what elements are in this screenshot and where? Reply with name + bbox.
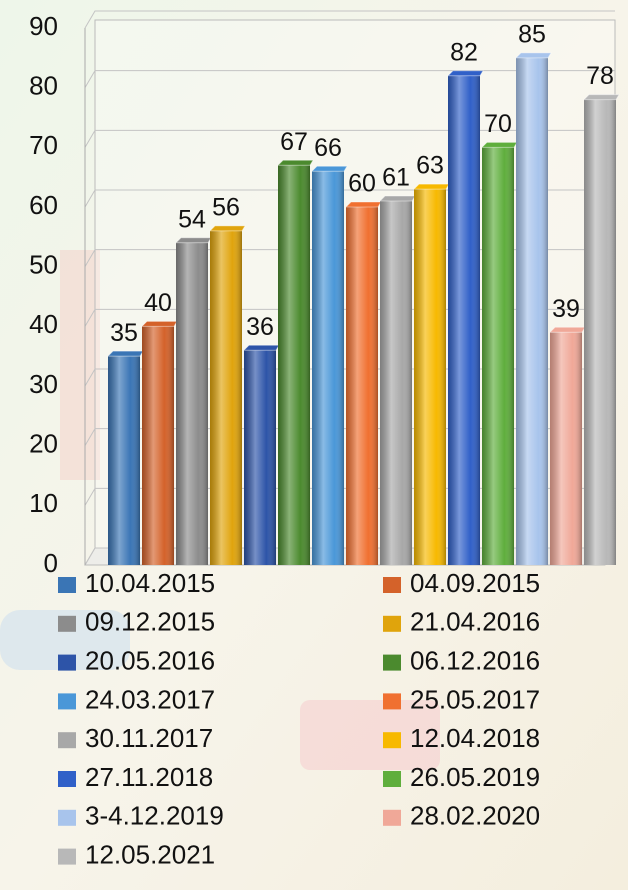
bar-top xyxy=(448,71,483,76)
legend-label: 28.02.2020 xyxy=(410,801,540,831)
legend-label: 04.09.2015 xyxy=(410,568,540,598)
legend-swatch xyxy=(58,771,76,787)
bar-shine xyxy=(346,207,378,565)
legend-swatch xyxy=(383,771,401,787)
legend-label: 30.11.2017 xyxy=(85,723,213,753)
legend-label: 20.05.2016 xyxy=(85,645,215,675)
y-tick-label: 90 xyxy=(29,11,58,41)
data-label: 60 xyxy=(348,170,376,198)
bar-shine xyxy=(516,58,548,565)
bar-top xyxy=(278,160,313,165)
bar-top xyxy=(108,351,143,356)
decoration xyxy=(60,250,100,480)
y-tick-label: 80 xyxy=(29,71,58,101)
legend-swatch xyxy=(58,810,76,826)
bar-top xyxy=(516,53,551,58)
legend-swatch xyxy=(58,732,76,748)
legend-swatch xyxy=(58,616,76,632)
bar-shine xyxy=(210,231,242,565)
y-tick-label: 20 xyxy=(29,429,58,459)
data-label: 56 xyxy=(212,193,240,221)
bar-shine xyxy=(244,350,276,565)
y-tick-label: 50 xyxy=(29,250,58,280)
data-label: 66 xyxy=(314,134,342,162)
legend-swatch xyxy=(383,655,401,671)
legend-swatch xyxy=(58,577,76,593)
legend-label: 12.05.2021 xyxy=(85,839,215,869)
legend-label: 25.05.2017 xyxy=(410,684,540,714)
data-label: 67 xyxy=(280,128,308,156)
data-label: 63 xyxy=(416,152,444,180)
bar-shine xyxy=(380,201,412,565)
bar-shine xyxy=(584,100,616,565)
legend-label: 26.05.2019 xyxy=(410,762,540,792)
legend-swatch xyxy=(383,577,401,593)
bar-top xyxy=(346,202,381,207)
data-label: 61 xyxy=(382,164,410,192)
bar-shine xyxy=(482,147,514,565)
data-label: 54 xyxy=(178,205,206,233)
legend-swatch xyxy=(383,732,401,748)
legend-swatch xyxy=(383,693,401,709)
legend-label: 21.04.2016 xyxy=(410,607,540,637)
bar-top xyxy=(414,184,449,189)
data-label: 85 xyxy=(518,20,546,48)
data-label: 39 xyxy=(552,295,580,323)
y-tick-label: 70 xyxy=(29,130,58,160)
bar-shine xyxy=(176,243,208,565)
data-label: 82 xyxy=(450,38,478,66)
legend-swatch xyxy=(58,655,76,671)
legend-label: 27.11.2018 xyxy=(85,762,213,792)
data-label: 78 xyxy=(586,62,614,90)
data-label: 36 xyxy=(246,313,274,341)
bar-shine xyxy=(312,171,344,565)
legend-label: 06.12.2016 xyxy=(410,645,540,675)
bar-shine xyxy=(414,189,446,565)
data-label: 40 xyxy=(144,289,172,317)
legend-label: 10.04.2015 xyxy=(85,568,215,598)
legend-label: 12.04.2018 xyxy=(410,723,540,753)
legend-label: 24.03.2017 xyxy=(85,684,215,714)
bar-top xyxy=(142,321,177,326)
data-label: 35 xyxy=(110,319,138,347)
y-tick-label: 60 xyxy=(29,190,58,220)
y-tick-label: 0 xyxy=(44,548,58,578)
bar-shine xyxy=(278,165,310,565)
bar-top xyxy=(176,238,211,243)
legend-label: 09.12.2015 xyxy=(85,607,215,637)
bar-top xyxy=(210,226,245,231)
legend-swatch xyxy=(58,693,76,709)
bar-shine xyxy=(550,332,582,565)
y-tick-label: 30 xyxy=(29,369,58,399)
bar-top xyxy=(312,166,347,171)
bar-shine xyxy=(448,76,480,565)
legend-label: 3-4.12.2019 xyxy=(85,801,224,831)
y-tick-label: 40 xyxy=(29,309,58,339)
bar-top xyxy=(550,327,585,332)
bar-top xyxy=(482,142,517,147)
legend-swatch xyxy=(383,810,401,826)
chart: 0 10 20 30 40 50 60 70 80 90 35 10.04.2015 40 04.09.2… xyxy=(0,0,628,890)
bar-shine xyxy=(142,326,174,565)
bar-top xyxy=(244,345,279,350)
bar-top xyxy=(380,196,415,201)
bar-shine xyxy=(108,356,140,565)
legend-swatch xyxy=(58,849,76,865)
data-label: 70 xyxy=(484,110,512,138)
bar-top xyxy=(584,95,619,100)
y-tick-label: 10 xyxy=(29,488,58,518)
legend-swatch xyxy=(383,616,401,632)
